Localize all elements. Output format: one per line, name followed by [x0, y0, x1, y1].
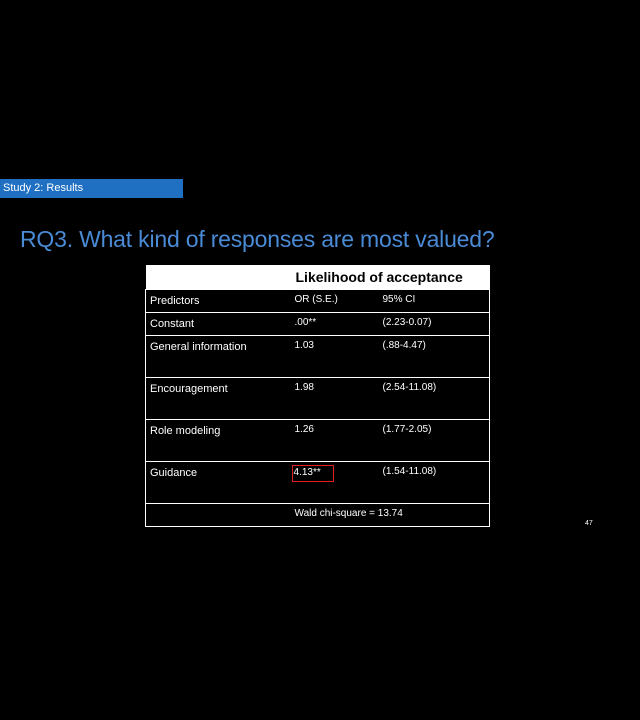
predictor-cell: Role modeling [145, 419, 291, 462]
column-header-row: Predictors OR (S.E.) 95% CI [145, 289, 491, 313]
table-row: Encouragement 1.98 (2.54-11.08) [145, 377, 491, 420]
or-cell: 1.98 [290, 377, 378, 420]
ci-cell: (1.77-2.05) [377, 419, 491, 462]
predictor-cell: Guidance [145, 461, 291, 504]
table-row: Guidance 4.13** (1.54-11.08) [145, 461, 491, 504]
highlighted-or-value: 4.13** [291, 465, 334, 482]
column-header-ci: 95% CI [377, 289, 491, 313]
table-row: General information 1.03 (.88-4.47) [145, 335, 491, 378]
predictor-cell: General information [145, 335, 291, 378]
table-footer-row: Wald chi-square = 13.74 [145, 503, 491, 527]
column-header-predictors: Predictors [145, 289, 291, 313]
predictor-cell: Encouragement [145, 377, 291, 420]
ci-cell: (2.23-0.07) [377, 312, 491, 336]
slide-title: RQ3. What kind of responses are most val… [20, 226, 495, 252]
or-cell: .00** [290, 312, 378, 336]
wald-chi-square: Wald chi-square = 13.74 [290, 503, 491, 527]
results-table: Likelihood of acceptance Predictors OR (… [145, 265, 491, 527]
header-spacer [145, 265, 291, 290]
or-cell: 1.03 [290, 335, 378, 378]
predictor-cell: Constant [145, 312, 291, 336]
page-number: 47 [585, 520, 593, 527]
table-row: Role modeling 1.26 (1.77-2.05) [145, 419, 491, 462]
section-tag: Study 2: Results [0, 179, 183, 198]
or-cell: 4.13** [290, 461, 378, 504]
ci-cell: (1.54-11.08) [377, 461, 491, 504]
table-row: Constant .00** (2.23-0.07) [145, 312, 491, 336]
footer-spacer [145, 503, 291, 527]
ci-cell: (2.54-11.08) [377, 377, 491, 420]
table-header: Likelihood of acceptance [290, 265, 490, 290]
ci-cell: (.88-4.47) [377, 335, 491, 378]
or-cell: 1.26 [290, 419, 378, 462]
table-header-row: Likelihood of acceptance [145, 265, 490, 290]
column-header-or: OR (S.E.) [290, 289, 378, 313]
